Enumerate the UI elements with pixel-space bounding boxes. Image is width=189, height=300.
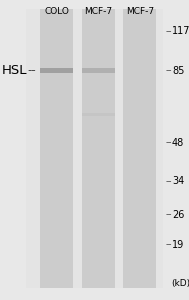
Text: 48: 48 bbox=[172, 137, 184, 148]
Text: --: -- bbox=[165, 177, 172, 186]
Text: 26: 26 bbox=[172, 209, 184, 220]
Bar bbox=[82, 9, 115, 288]
Text: COLO: COLO bbox=[44, 8, 69, 16]
Bar bbox=[82, 68, 115, 73]
Text: --: -- bbox=[27, 64, 36, 77]
Text: 34: 34 bbox=[172, 176, 184, 187]
Text: --: -- bbox=[165, 138, 172, 147]
Bar bbox=[40, 68, 73, 73]
Text: --: -- bbox=[165, 240, 172, 249]
Text: 85: 85 bbox=[172, 65, 184, 76]
Text: --: -- bbox=[165, 66, 172, 75]
Text: HSL: HSL bbox=[2, 64, 27, 77]
Text: MCF-7: MCF-7 bbox=[126, 8, 154, 16]
Text: 117: 117 bbox=[172, 26, 189, 37]
Bar bbox=[26, 9, 163, 288]
Bar bbox=[123, 9, 156, 288]
Text: MCF-7: MCF-7 bbox=[84, 8, 112, 16]
Bar bbox=[82, 112, 115, 116]
Bar bbox=[40, 9, 73, 288]
Text: (kD): (kD) bbox=[171, 279, 189, 288]
Text: 19: 19 bbox=[172, 239, 184, 250]
Text: --: -- bbox=[165, 27, 172, 36]
Text: --: -- bbox=[165, 210, 172, 219]
